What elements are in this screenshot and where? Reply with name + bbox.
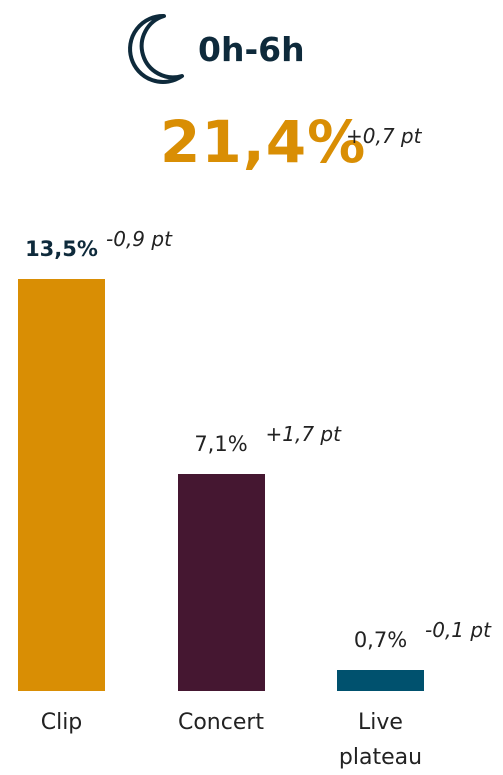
bar — [337, 669, 424, 691]
value-label: 0,7% — [353, 627, 408, 652]
value-label: 13,5% — [25, 237, 98, 262]
change-label: +1,7 pt — [265, 422, 341, 447]
category-label: Live plateau — [338, 710, 423, 770]
total: 21,4% — [160, 108, 367, 176]
bar — [177, 474, 265, 691]
category-label: Clip — [40, 710, 83, 735]
bar — [18, 279, 105, 691]
chart-title: 0h-6h — [198, 30, 305, 69]
change-label: -0,9 pt — [106, 227, 172, 252]
value-label: 7,1% — [194, 432, 248, 457]
change-label: -0,1 pt — [425, 617, 491, 642]
category-label: Concert — [177, 710, 265, 735]
total-change: +0,7 pt — [346, 124, 422, 148]
moon-icon — [128, 13, 184, 84]
